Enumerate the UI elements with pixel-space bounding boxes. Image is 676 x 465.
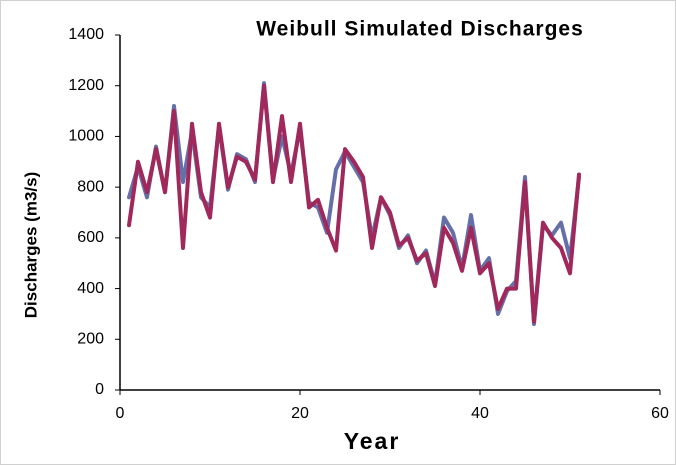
x-tick-label: 60 bbox=[651, 405, 669, 422]
series-line bbox=[127, 83, 581, 324]
x-tick-label: 20 bbox=[291, 405, 309, 422]
chart-title: Weibull Simulated Discharges bbox=[256, 18, 584, 41]
y-tick-label: 1200 bbox=[68, 77, 104, 94]
y-tick-label: 0 bbox=[95, 381, 104, 398]
x-tick-label: 0 bbox=[116, 405, 125, 422]
y-tick-label: 800 bbox=[77, 178, 104, 195]
x-axis-label: Year bbox=[344, 428, 401, 454]
y-tick-label: 200 bbox=[77, 331, 104, 348]
y-tick-label: 1400 bbox=[68, 26, 104, 43]
y-axis-label: Discharges (m3/s) bbox=[21, 172, 40, 318]
y-tick-label: 600 bbox=[77, 229, 104, 246]
x-tick-label: 40 bbox=[471, 405, 489, 422]
y-tick-label: 400 bbox=[77, 280, 104, 297]
y-tick-label: 1000 bbox=[68, 128, 104, 145]
